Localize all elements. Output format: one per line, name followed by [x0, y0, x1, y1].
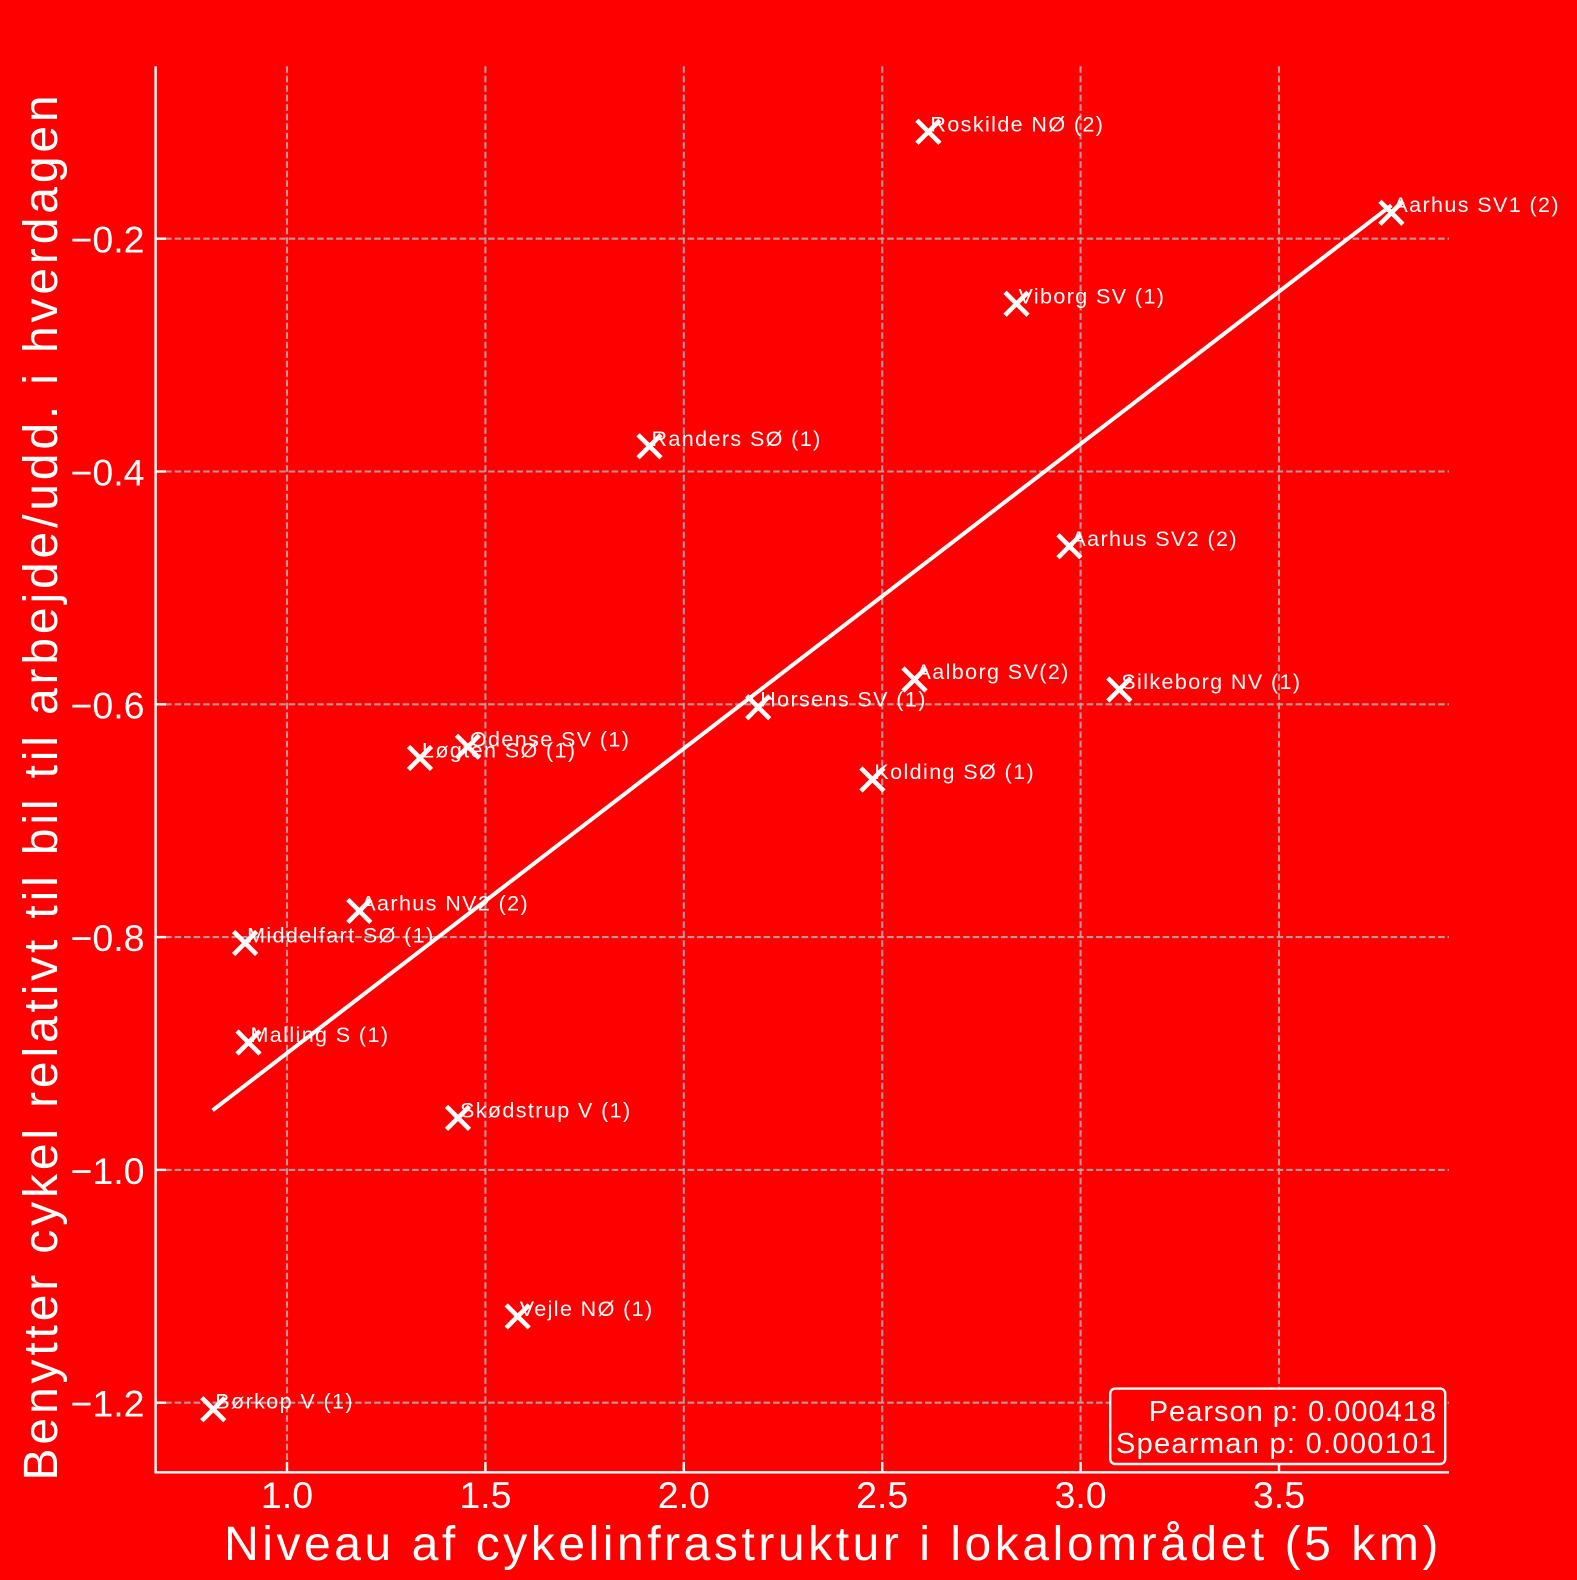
svg-text:Løgten SØ (1): Løgten SØ (1)	[422, 739, 576, 763]
svg-text:Randers SØ (1): Randers SØ (1)	[652, 427, 822, 451]
svg-text:Malling S (1): Malling S (1)	[251, 1023, 390, 1047]
svg-text:Aalborg SV(2): Aalborg SV(2)	[917, 660, 1070, 684]
svg-text:Pearson p: 0.000418: Pearson p: 0.000418	[1149, 1396, 1437, 1428]
svg-text:3.5: 3.5	[1253, 1474, 1305, 1516]
svg-text:Viborg SV (1): Viborg SV (1)	[1019, 284, 1166, 308]
svg-text:3.0: 3.0	[1055, 1474, 1107, 1516]
svg-text:−0.6: −0.6	[70, 684, 144, 726]
svg-text:Aarhus SV2 (2): Aarhus SV2 (2)	[1071, 527, 1238, 551]
svg-text:Aarhus SV1 (2): Aarhus SV1 (2)	[1393, 193, 1560, 217]
svg-text:Middelfart SØ (1): Middelfart SØ (1)	[247, 924, 435, 948]
svg-text:Skødstrup V (1): Skødstrup V (1)	[460, 1098, 632, 1122]
svg-text:Benytter cykel relativt til bi: Benytter cykel relativt til bil til arbe…	[15, 92, 68, 1481]
svg-text:−1.2: −1.2	[70, 1383, 144, 1425]
svg-text:Vejle NØ (1): Vejle NØ (1)	[520, 1297, 654, 1321]
svg-text:Odense SV (1): Odense SV (1)	[470, 727, 630, 751]
svg-text:Kolding SØ (1): Kolding SØ (1)	[874, 760, 1035, 784]
svg-text:−0.8: −0.8	[70, 917, 144, 959]
svg-text:−0.4: −0.4	[70, 452, 144, 494]
svg-text:Spearman p: 0.000101: Spearman p: 0.000101	[1116, 1428, 1437, 1460]
svg-text:2.0: 2.0	[658, 1474, 710, 1516]
svg-text:−0.2: −0.2	[70, 219, 144, 261]
svg-text:Aarhus NV2 (2): Aarhus NV2 (2)	[361, 892, 529, 916]
svg-text:Silkeborg NV (1): Silkeborg NV (1)	[1121, 670, 1301, 694]
svg-text:−1.0: −1.0	[70, 1150, 144, 1192]
svg-text:2.5: 2.5	[856, 1474, 908, 1516]
svg-text:Roskilde NØ (2): Roskilde NØ (2)	[930, 112, 1104, 136]
svg-text:1.0: 1.0	[261, 1474, 313, 1516]
svg-text:Niveau af cykelinfrastruktur i: Niveau af cykelinfrastruktur i lokalområ…	[224, 1518, 1442, 1571]
svg-text:1.5: 1.5	[459, 1474, 511, 1516]
svg-text:Børkop V (1): Børkop V (1)	[215, 1390, 354, 1414]
svg-text:Horsens SV (1): Horsens SV (1)	[760, 688, 927, 712]
